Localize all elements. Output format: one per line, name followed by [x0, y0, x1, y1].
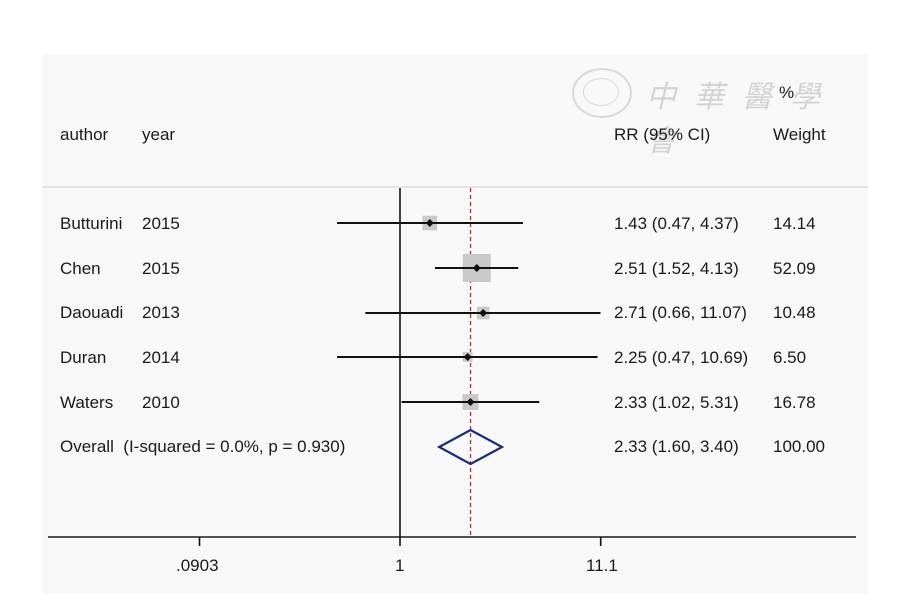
overall-weight: 100.00 — [773, 437, 825, 456]
study-year: 2015 — [142, 214, 180, 233]
x-tick-label: 11.1 — [586, 556, 618, 575]
point-estimate — [466, 398, 475, 406]
study-ci: 1.43 (0.47, 4.37) — [614, 214, 739, 233]
overall-label: Overall (I-squared = 0.0%, p = 0.930) — [60, 437, 346, 456]
seal-icon — [572, 68, 632, 118]
study-weight: 52.09 — [773, 259, 816, 278]
point-estimate — [479, 309, 488, 317]
watermark-text: 中華醫學會 — [646, 80, 838, 159]
study-weight: 14.14 — [773, 214, 816, 233]
study-year: 2015 — [142, 259, 180, 278]
study-ci: 2.25 (0.47, 10.69) — [614, 348, 749, 367]
watermark-logo: 中華醫學會 — [568, 66, 858, 159]
overall-ci: 2.33 (1.60, 3.40) — [614, 437, 739, 456]
x-tick-label: 1 — [395, 556, 405, 575]
header-rr: RR (95% CI) — [614, 125, 711, 144]
study-year: 2010 — [142, 393, 180, 412]
study-year: 2014 — [142, 348, 180, 367]
study-ci: 2.33 (1.02, 5.31) — [614, 393, 739, 412]
study-year: 2013 — [142, 303, 180, 322]
overall-diamond — [436, 428, 505, 466]
study-weight: 10.48 — [773, 303, 816, 322]
study-weight: 6.50 — [773, 348, 807, 367]
point-estimate — [472, 264, 481, 272]
study-author: Duran — [60, 348, 107, 367]
study-weight: 16.78 — [773, 393, 816, 412]
header-weight: Weight — [773, 125, 826, 144]
study-author: Waters — [60, 393, 114, 412]
study-author: Chen — [60, 259, 101, 278]
study-ci: 2.71 (0.66, 11.07) — [614, 303, 747, 322]
study-ci: 2.51 (1.52, 4.13) — [614, 259, 739, 278]
plot-frame — [42, 54, 868, 594]
header-year: year — [142, 125, 176, 144]
point-estimate — [463, 353, 472, 361]
study-author: Daouadi — [60, 303, 124, 322]
header-author: author — [60, 125, 109, 144]
study-author: Butturini — [60, 214, 123, 233]
x-tick-label: .0903 — [176, 556, 219, 575]
header-weight-percent: % — [779, 83, 795, 102]
point-estimate — [425, 219, 434, 227]
